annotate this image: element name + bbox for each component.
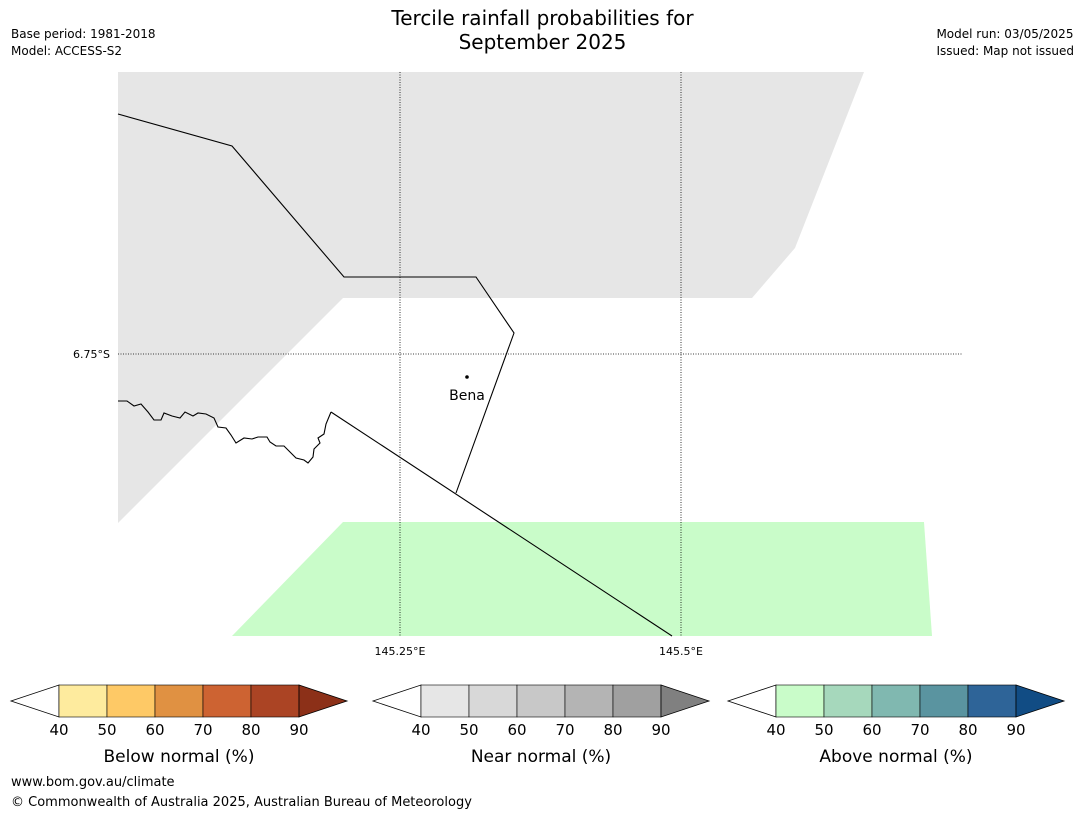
lat-label: 6.75°S: [73, 348, 110, 361]
colorbar-above-normal: 40 50 60 70 80 90 Above normal (%): [726, 684, 1066, 767]
colorbar-segment: [202, 684, 252, 718]
colorbar-extend-max: [1015, 684, 1066, 718]
colorbar-tick-label: 70: [910, 721, 929, 739]
colorbar-tick-label: 90: [289, 721, 308, 739]
colorbar-tick-label: 70: [555, 721, 574, 739]
colorbar-segment: [967, 684, 1017, 718]
province-boundary-south: [330, 411, 673, 637]
colorbar-tick-label: 50: [459, 721, 478, 739]
colorbar-segment: [106, 684, 156, 718]
colorbar-segment: [775, 684, 825, 718]
colorbar-label: Above normal (%): [819, 747, 972, 767]
colorbar-tick-label: 90: [651, 721, 670, 739]
colorbar-tick-label: 50: [814, 721, 833, 739]
colorbar-extend-min: [9, 684, 60, 718]
colorbar-segment: [516, 684, 566, 718]
colorbar-tick-label: 90: [1006, 721, 1025, 739]
model-run: Model run: 03/05/2025: [936, 27, 1074, 41]
colorbar-tick-label: 60: [145, 721, 164, 739]
colorbar-segment: [58, 684, 108, 718]
colorbar-tick-label: 80: [958, 721, 977, 739]
colorbar-segment: [154, 684, 204, 718]
colorbar-label: Near normal (%): [471, 747, 611, 767]
near-normal-region: [118, 72, 864, 523]
model-name: Model: ACCESS-S2: [11, 44, 123, 58]
colorbar-extend-min: [726, 684, 777, 718]
colorbar-panel: 40 50 60 70 80 90 Below normal (%) 40 50 60 70 80 9…: [9, 684, 1066, 767]
colorbar-near-normal: 40 50 60 70 80 90 Near normal (%): [371, 684, 711, 767]
title-line-2: September 2025: [458, 30, 627, 54]
issued-status: Issued: Map not issued: [936, 44, 1074, 58]
colorbar-tick-label: 50: [97, 721, 116, 739]
colorbar-segment: [871, 684, 921, 718]
province-boundary: [117, 113, 515, 494]
colorbar-tick-label: 60: [507, 721, 526, 739]
meta-left: Base period: 1981-2018 Model: ACCESS-S2: [11, 26, 156, 60]
footer-copyright: © Commonwealth of Australia 2025, Austra…: [11, 795, 472, 810]
colorbar-extend-max: [298, 684, 349, 718]
colorbar-segment: [564, 684, 614, 718]
colorbar-tick-label: 40: [411, 721, 430, 739]
above-normal-region: [232, 522, 932, 636]
bena-marker: [465, 375, 469, 379]
map-title: Tercile rainfall probabilities for Septe…: [0, 6, 1085, 54]
footer-url[interactable]: www.bom.gov.au/climate: [11, 775, 175, 790]
lon-label-1: 145.25°E: [375, 645, 426, 658]
colorbar-tick-label: 40: [49, 721, 68, 739]
colorbar-tick-label: 80: [241, 721, 260, 739]
colorbar-below-normal: 40 50 60 70 80 90 Below normal (%): [9, 684, 349, 767]
colorbar-tick-label: 60: [862, 721, 881, 739]
colorbar-segment: [612, 684, 662, 718]
colorbar-segment: [823, 684, 873, 718]
colorbar-segment: [919, 684, 969, 718]
river-boundary: [118, 400, 332, 464]
base-period: Base period: 1981-2018: [11, 27, 156, 41]
map-canvas: Bena 6.75°S 145.25°E 145.5°E: [73, 72, 963, 658]
meta-right: Model run: 03/05/2025 Issued: Map not is…: [936, 26, 1074, 60]
colorbar-tick-label: 70: [193, 721, 212, 739]
colorbar-tick-label: 80: [603, 721, 622, 739]
colorbar-segment: [250, 684, 300, 718]
colorbar-tick-label: 40: [766, 721, 785, 739]
colorbar-segment: [420, 684, 470, 718]
bena-label: Bena: [449, 388, 485, 404]
colorbar-extend-min: [371, 684, 422, 718]
colorbar-segment: [468, 684, 518, 718]
footer: www.bom.gov.au/climate © Commonwealth of…: [11, 773, 472, 813]
colorbar-label: Below normal (%): [104, 747, 255, 767]
title-line-1: Tercile rainfall probabilities for: [391, 6, 694, 30]
lon-label-2: 145.5°E: [659, 645, 703, 658]
colorbar-extend-max: [660, 684, 711, 718]
